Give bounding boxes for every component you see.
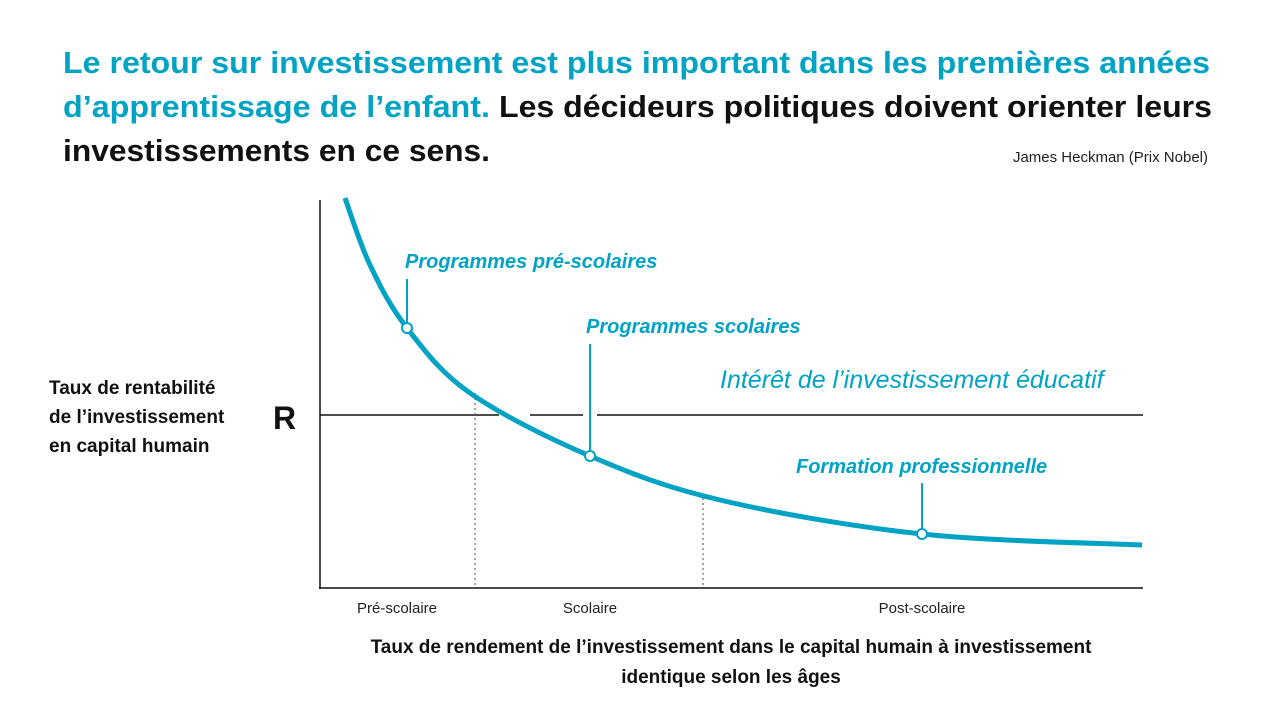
y-label: de l’investissement [49, 407, 225, 428]
curve-label: Intérêt de l’investissement éducatif [720, 366, 1107, 394]
r-label: R [273, 400, 296, 436]
title-statement: Les décideurs politiques doivent oriente… [499, 89, 1212, 124]
x-label: identique selon les âges [621, 667, 841, 688]
axes [319, 200, 1143, 589]
stage-label: Pré-scolaire [357, 600, 437, 617]
points [401, 322, 928, 540]
x-label: Taux de rendement de l’investissement da… [371, 637, 1093, 658]
leaders [406, 279, 923, 534]
stage-label: Scolaire [563, 600, 617, 617]
point [916, 528, 928, 540]
annotation: Programmes pré-scolaires [405, 251, 657, 273]
stage-label: Post-scolaire [879, 600, 966, 617]
attribution: James Heckman (Prix Nobel) [1013, 149, 1208, 166]
annotation: Programmes scolaires [586, 316, 801, 338]
point [401, 322, 413, 334]
title-highlight: Le retour sur investissement est plus im… [63, 45, 1210, 80]
y-label: en capital humain [49, 436, 209, 457]
stage-dividers [474, 393, 704, 588]
annotation: Formation professionnelle [796, 456, 1047, 478]
title-highlight: d’apprentissage de l’enfant. [63, 89, 490, 124]
y-label: Taux de rentabilité [49, 378, 215, 399]
point [584, 450, 596, 462]
title-statement: investissements en ce sens. [63, 133, 490, 168]
